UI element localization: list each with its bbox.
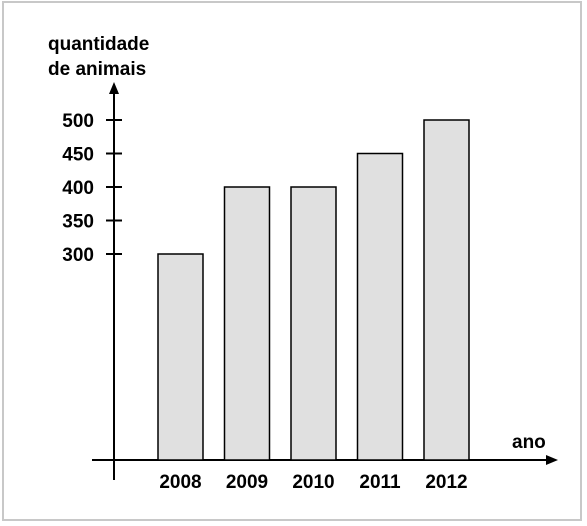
bar-2008 xyxy=(157,253,204,461)
x-axis-title: ano xyxy=(512,432,546,453)
x-tick-label-2009: 2009 xyxy=(226,472,268,493)
bar-2012 xyxy=(423,119,470,461)
x-tick-label-2010: 2010 xyxy=(292,472,334,493)
x-tick-label-2011: 2011 xyxy=(359,472,401,493)
x-tick-label-2012: 2012 xyxy=(425,472,467,493)
x-tick-labels: 2008 2009 2010 2011 2012 xyxy=(159,472,467,493)
bar-2010 xyxy=(290,186,337,461)
y-tick-label: 500 xyxy=(62,111,94,132)
x-axis-arrowhead xyxy=(546,455,558,465)
bar-2011 xyxy=(356,152,404,461)
bars xyxy=(157,119,470,461)
y-axis-title-line-1: quantidade xyxy=(48,34,149,55)
y-tick-label: 450 xyxy=(62,145,94,166)
y-ticks: 300 350 400 450 500 xyxy=(62,111,122,266)
y-tick-label: 300 xyxy=(62,245,94,266)
y-tick-label: 400 xyxy=(62,178,94,199)
y-tick-label: 350 xyxy=(62,212,94,233)
x-tick-label-2008: 2008 xyxy=(159,472,201,493)
y-axis-arrowhead xyxy=(109,82,119,94)
y-axis-title-line-2: de animais xyxy=(48,59,146,80)
bar-2009 xyxy=(223,186,271,461)
